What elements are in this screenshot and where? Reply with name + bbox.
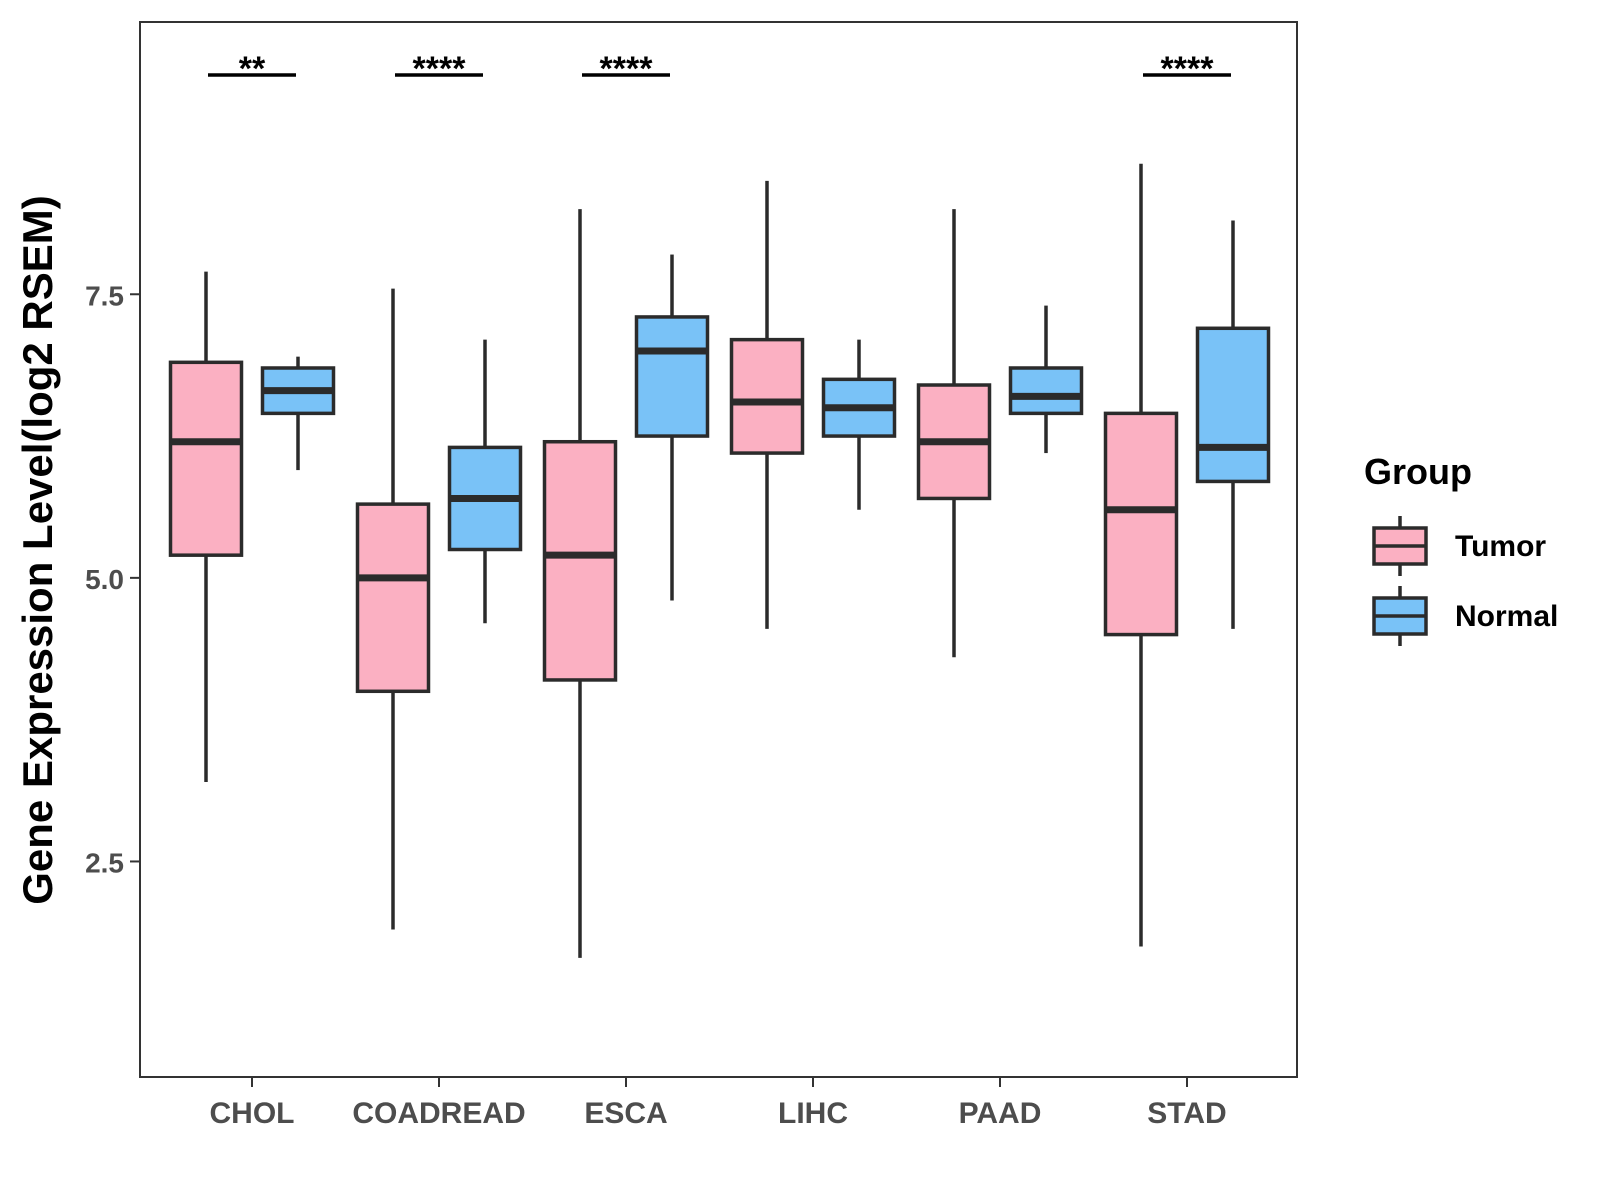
- box-tumor-lihc: [729, 180, 805, 629]
- y-axis: 2.5 5.0 7.5: [85, 280, 140, 878]
- legend-entry-tumor: Tumor: [1372, 516, 1546, 576]
- box-tumor-esca: [542, 209, 618, 958]
- legend-title: Group: [1364, 451, 1472, 492]
- box-iqr: [1195, 326, 1271, 484]
- significance-annotations: ** **** **** ****: [208, 50, 1231, 88]
- box-iqr: [1008, 366, 1084, 416]
- box-normal-paad: [1008, 305, 1084, 454]
- box-normal-chol: [260, 356, 336, 471]
- legend-label: Tumor: [1455, 530, 1546, 563]
- box-normal-stad: [1195, 220, 1271, 629]
- box-iqr: [729, 337, 805, 455]
- legend-entry-normal: Normal: [1372, 586, 1558, 646]
- significance-label: **: [239, 50, 266, 88]
- y-tick-label: 7.5: [85, 280, 124, 311]
- box-iqr: [542, 439, 618, 682]
- box-tumor-coadread: [355, 288, 431, 930]
- x-tick-label: COADREAD: [352, 1097, 525, 1130]
- significance-label: ****: [1161, 50, 1215, 88]
- significance-label: ****: [600, 50, 654, 88]
- box-iqr: [168, 360, 244, 557]
- x-axis: CHOL COADREAD ESCA LIHC PAAD STAD: [210, 1077, 1227, 1130]
- box-iqr: [1103, 411, 1179, 637]
- y-tick-label: 5.0: [85, 564, 124, 595]
- x-tick-label: CHOL: [210, 1097, 295, 1130]
- box-normal-esca: [634, 254, 710, 601]
- box-iqr: [355, 502, 431, 694]
- legend: Group Tumor Normal: [1364, 451, 1558, 646]
- box-normal-lihc: [821, 339, 897, 510]
- x-tick-label: ESCA: [584, 1097, 667, 1130]
- box-iqr: [634, 315, 710, 438]
- box-normal-coadread: [447, 339, 523, 624]
- x-tick-label: PAAD: [959, 1097, 1042, 1130]
- significance-label: ****: [413, 50, 467, 88]
- box-tumor-stad: [1103, 163, 1179, 947]
- box-series: [168, 163, 1271, 958]
- box-tumor-chol: [168, 271, 244, 783]
- x-tick-label: LIHC: [778, 1097, 848, 1130]
- x-tick-label: STAD: [1147, 1097, 1226, 1130]
- y-tick-label: 2.5: [85, 847, 124, 878]
- box-tumor-paad: [916, 209, 992, 658]
- legend-label: Normal: [1455, 600, 1558, 633]
- y-axis-title: Gene Expression Level(log2 RSEM): [14, 195, 61, 905]
